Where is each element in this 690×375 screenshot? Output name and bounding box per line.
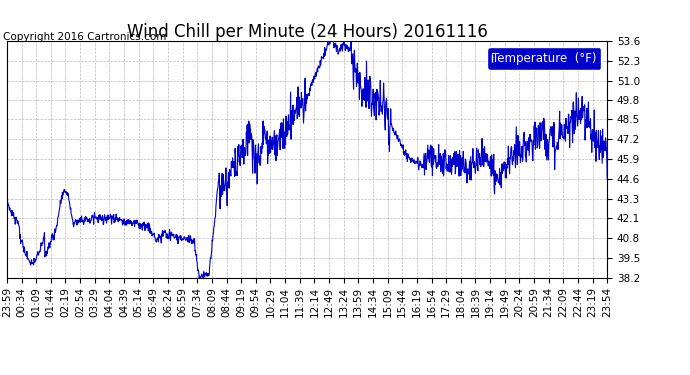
Text: Copyright 2016 Cartronics.com: Copyright 2016 Cartronics.com [3, 32, 167, 42]
Title: Wind Chill per Minute (24 Hours) 20161116: Wind Chill per Minute (24 Hours) 2016111… [126, 23, 488, 41]
Legend: Temperature  (°F): Temperature (°F) [487, 47, 601, 70]
